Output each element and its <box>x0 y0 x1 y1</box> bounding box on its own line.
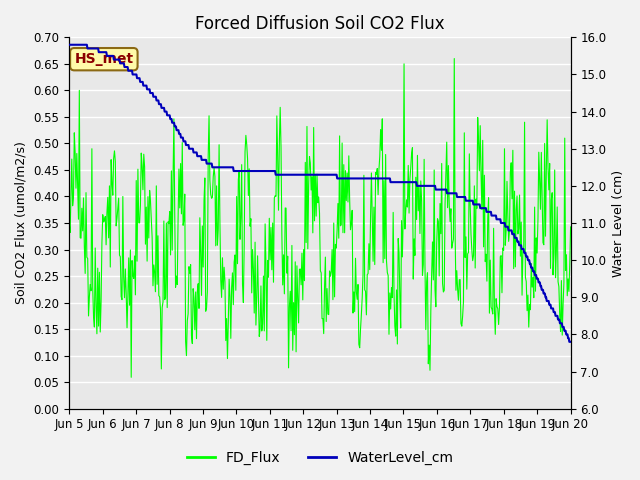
WaterLevel_cm <box>385 176 392 181</box>
WaterLevel_cm <box>497 220 505 226</box>
FD_Flux <box>195 306 203 312</box>
FD_Flux <box>444 205 451 211</box>
FD_Flux <box>293 263 301 269</box>
Title: Forced Diffusion Soil CO2 Flux: Forced Diffusion Soil CO2 Flux <box>195 15 445 33</box>
Legend: FD_Flux, WaterLevel_cm: FD_Flux, WaterLevel_cm <box>181 445 459 471</box>
Line: WaterLevel_cm: WaterLevel_cm <box>69 45 571 342</box>
FD_Flux <box>155 293 163 299</box>
WaterLevel_cm <box>445 191 453 196</box>
FD_Flux <box>567 224 575 230</box>
Y-axis label: Soil CO2 Flux (umol/m2/s): Soil CO2 Flux (umol/m2/s) <box>15 142 28 304</box>
WaterLevel_cm <box>566 339 573 345</box>
Line: FD_Flux: FD_Flux <box>69 59 571 377</box>
FD_Flux <box>127 374 135 380</box>
WaterLevel_cm <box>567 339 575 345</box>
WaterLevel_cm <box>65 42 73 48</box>
WaterLevel_cm <box>356 176 364 181</box>
FD_Flux <box>451 56 458 61</box>
Y-axis label: Water Level (cm): Water Level (cm) <box>612 169 625 276</box>
FD_Flux <box>401 226 409 232</box>
Text: HS_met: HS_met <box>74 52 133 66</box>
FD_Flux <box>362 288 369 294</box>
FD_Flux <box>65 220 73 226</box>
WaterLevel_cm <box>96 49 104 55</box>
WaterLevel_cm <box>370 176 378 181</box>
